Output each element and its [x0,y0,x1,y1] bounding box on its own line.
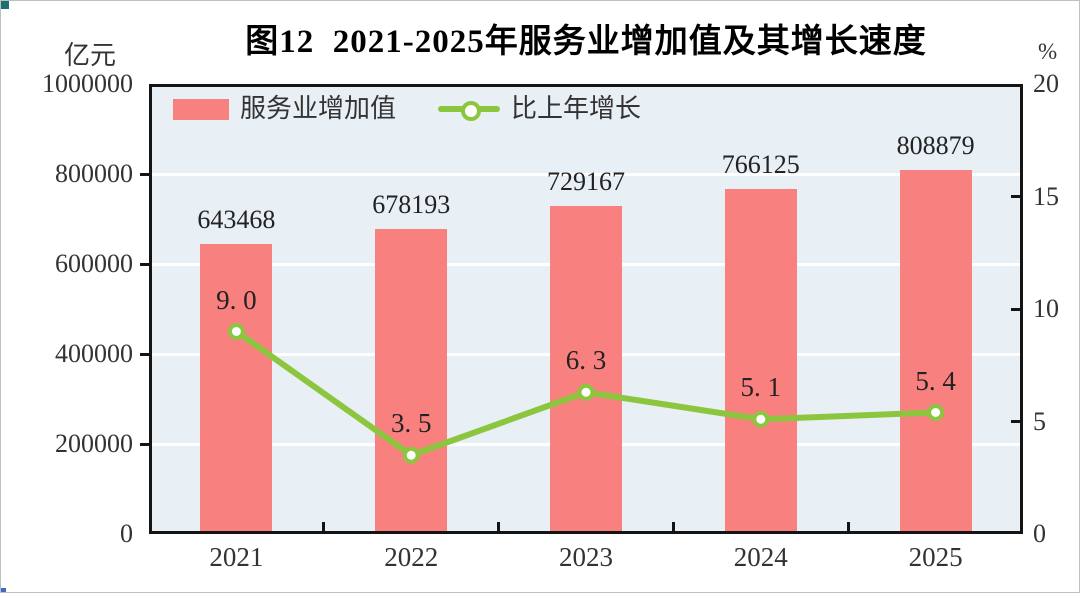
x-axis-category-label: 2021 [209,542,264,572]
right-axis-unit: % [1038,39,1058,64]
x-axis-category-label: 2023 [559,542,613,572]
right-axis-tick-label: 20 [1033,69,1059,98]
left-axis-tick-mark [140,442,149,446]
left-axis-tick-label: 1000000 [42,69,133,98]
screen-artifact-top-left [1,1,9,9]
bar-value-label: 678193 [372,189,451,219]
growth-value-label: 5. 4 [915,365,956,396]
gridline [152,172,1020,176]
x-axis-tick-mark [671,522,675,531]
bar-2022 [375,228,448,531]
right-axis-tick-mark [1011,195,1020,198]
x-axis-tick-mark [497,522,501,531]
growth-value-label: 5. 1 [740,372,782,403]
left-axis-tick-label: 0 [120,519,133,548]
x-axis-tick-mark [846,522,850,531]
right-axis-tick-label: 0 [1033,519,1046,548]
bar-2025 [899,170,972,531]
growth-value-label: 3. 5 [390,408,432,439]
legend-label-bar: 服务业增加值 [240,94,397,123]
bar-value-label: 643468 [197,205,276,235]
legend: 服务业增加值 比上年增长 [173,95,641,123]
legend-label-line: 比上年增长 [511,94,642,123]
left-axis-tick-mark [140,352,149,356]
left-axis-tick-label: 200000 [55,429,133,458]
left-axis-tick-label: 800000 [55,159,133,188]
left-axis-unit: 亿元 [64,41,117,70]
bar-2024 [724,189,797,531]
bar-value-label: 729167 [547,166,625,196]
right-axis-tick-mark [1011,420,1020,423]
right-axis-tick-label: 15 [1033,181,1059,211]
right-axis-tick-mark [1011,307,1020,311]
x-axis-category-label: 2025 [908,542,963,572]
left-axis-tick-mark [140,172,149,176]
growth-value-label: 9. 0 [216,284,257,315]
screen-artifact-bottom-left [1,588,6,592]
legend-circle-marker-icon [461,101,482,121]
x-axis-category-label: 2024 [733,542,788,572]
bar-value-label: 766125 [721,150,800,180]
left-axis-tick-label: 400000 [55,339,133,368]
x-axis-category-label: 2022 [384,542,439,572]
right-axis-tick-label: 10 [1033,294,1059,323]
bar-value-label: 808879 [896,131,975,160]
right-axis-tick-label: 5 [1033,406,1046,436]
left-axis-tick-label: 600000 [55,249,133,278]
legend-line-marker-icon [438,98,501,121]
growth-value-label: 6. 3 [565,345,607,376]
x-axis-tick-mark [322,522,326,531]
page-title: 图12 2021-2025年服务业增加值及其增长速度 [245,24,927,60]
legend-bar-swatch-icon [173,98,229,120]
left-axis-tick-mark [140,262,149,266]
